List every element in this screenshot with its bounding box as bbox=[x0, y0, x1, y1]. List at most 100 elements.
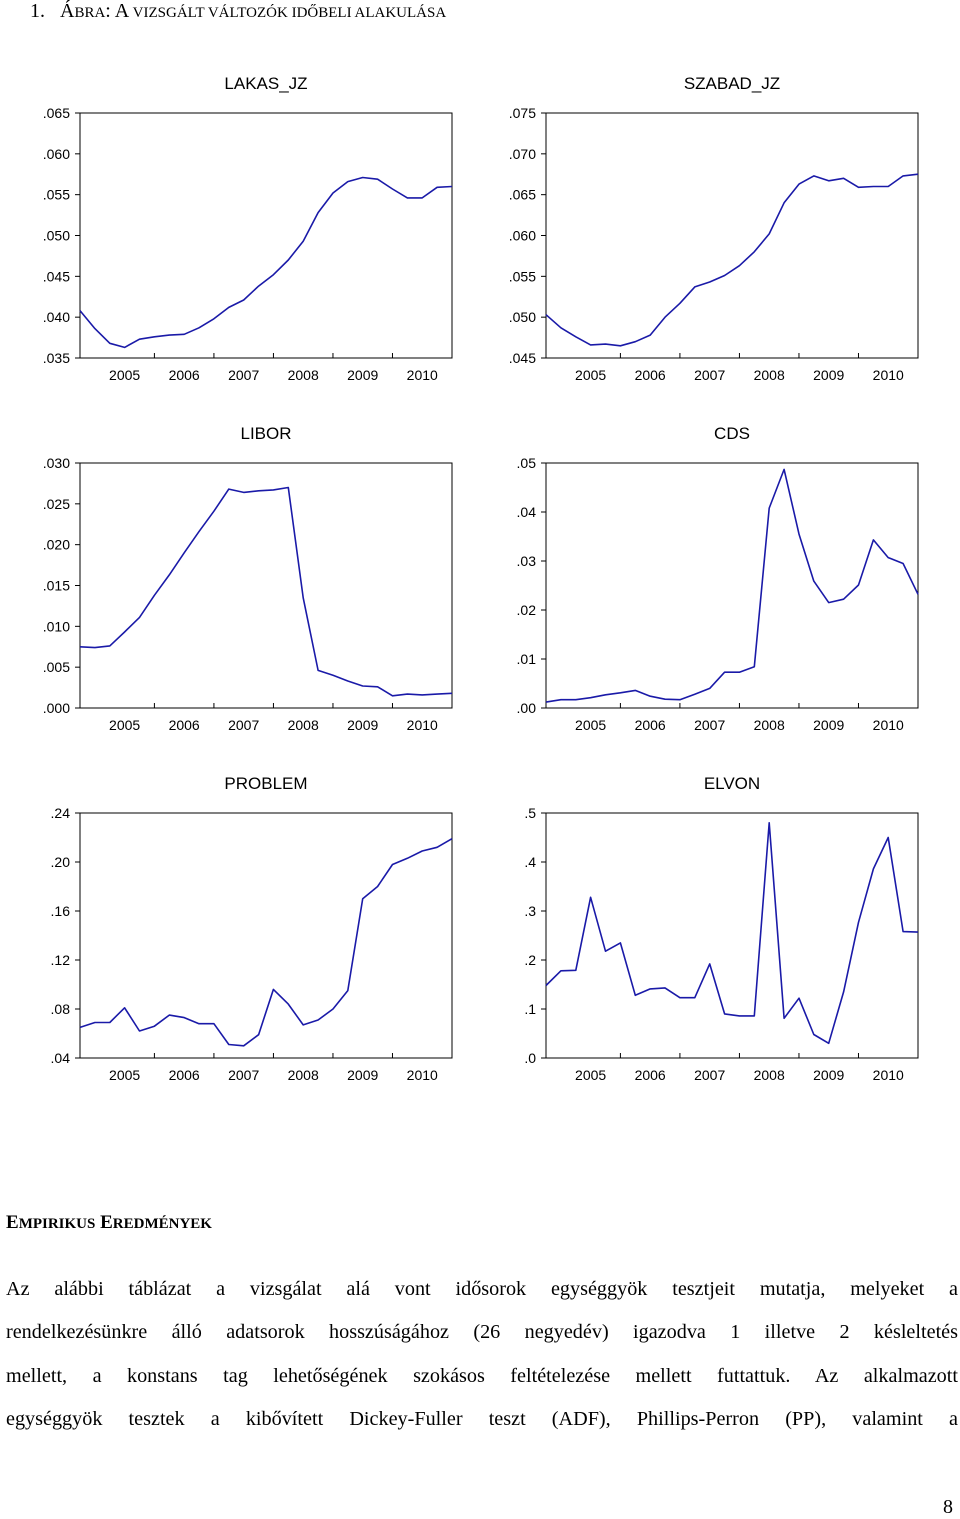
y-tick-label: .065 bbox=[509, 187, 536, 203]
y-tick-label: .010 bbox=[43, 618, 70, 634]
x-tick-label: 2009 bbox=[347, 717, 378, 733]
y-tick-label: .04 bbox=[517, 504, 537, 520]
x-tick-label: 2006 bbox=[169, 367, 200, 383]
x-tick-label: 2009 bbox=[813, 1067, 844, 1083]
section-first-letter-2: E bbox=[100, 1212, 113, 1233]
y-tick-label: .070 bbox=[509, 146, 536, 162]
x-tick-label: 2010 bbox=[873, 717, 904, 733]
y-tick-label: .040 bbox=[43, 309, 70, 325]
chart-title: ELVON bbox=[704, 774, 760, 793]
x-tick-label: 2005 bbox=[575, 1067, 606, 1083]
body-paragraph: Az alábbi táblázat a vizsgálat alá vont … bbox=[6, 1268, 958, 1442]
series-line bbox=[80, 488, 452, 696]
body-line: rendelkezésünkre álló adatsorok hosszúsá… bbox=[6, 1311, 958, 1354]
plot-frame bbox=[80, 113, 452, 358]
x-tick-label: 2008 bbox=[288, 1067, 319, 1083]
y-tick-label: .075 bbox=[509, 105, 536, 121]
series-line bbox=[80, 839, 452, 1046]
y-tick-label: .1 bbox=[524, 1001, 536, 1017]
y-tick-label: .05 bbox=[517, 455, 537, 471]
body-line: Az alábbi táblázat a vizsgálat alá vont … bbox=[6, 1268, 958, 1311]
y-tick-label: .04 bbox=[51, 1050, 71, 1066]
body-line: egységgyök tesztek a kibővített Dickey-F… bbox=[6, 1398, 958, 1441]
y-tick-label: .050 bbox=[43, 228, 70, 244]
chart-grid: LAKAS_JZ.065.060.055.050.045.040.0352005… bbox=[0, 0, 960, 1100]
page-number: 8 bbox=[943, 1496, 953, 1519]
y-tick-label: .00 bbox=[517, 700, 537, 716]
section-rest-2: REDMÉNYEK bbox=[113, 1216, 212, 1232]
y-tick-label: .045 bbox=[509, 350, 536, 366]
x-tick-label: 2006 bbox=[169, 1067, 200, 1083]
x-tick-label: 2007 bbox=[694, 717, 725, 733]
chart-title: SZABAD_JZ bbox=[684, 74, 780, 93]
chart-title: CDS bbox=[714, 424, 750, 443]
y-tick-label: .4 bbox=[524, 854, 536, 870]
y-tick-label: .16 bbox=[51, 903, 71, 919]
y-tick-label: .24 bbox=[51, 805, 71, 821]
series-line bbox=[546, 823, 918, 1044]
y-tick-label: .055 bbox=[43, 187, 70, 203]
y-tick-label: .08 bbox=[51, 1001, 71, 1017]
plot-frame bbox=[546, 113, 918, 358]
x-tick-label: 2005 bbox=[575, 717, 606, 733]
y-tick-label: .045 bbox=[43, 268, 70, 284]
x-tick-label: 2007 bbox=[694, 1067, 725, 1083]
y-tick-label: .03 bbox=[517, 553, 537, 569]
x-tick-label: 2009 bbox=[813, 367, 844, 383]
x-tick-label: 2007 bbox=[694, 367, 725, 383]
y-tick-label: .0 bbox=[524, 1050, 536, 1066]
x-tick-label: 2010 bbox=[873, 367, 904, 383]
x-tick-label: 2006 bbox=[635, 367, 666, 383]
x-tick-label: 2008 bbox=[288, 717, 319, 733]
x-tick-label: 2006 bbox=[169, 717, 200, 733]
y-tick-label: .035 bbox=[43, 350, 70, 366]
section-rest-1: MPIRIKUS bbox=[19, 1216, 96, 1232]
x-tick-label: 2007 bbox=[228, 1067, 259, 1083]
plot-frame bbox=[80, 813, 452, 1058]
y-tick-label: .025 bbox=[43, 496, 70, 512]
series-line bbox=[546, 469, 918, 702]
x-tick-label: 2005 bbox=[575, 367, 606, 383]
section-title: EMPIRIKUS EREDMÉNYEK bbox=[6, 1212, 212, 1234]
y-tick-label: .060 bbox=[509, 228, 536, 244]
chart-title: LIBOR bbox=[240, 424, 291, 443]
chart-panel-elvon: ELVON .5 .4 .3 .2 .1 .0 2005 2006 2007 2008 2009 201… bbox=[524, 774, 918, 1083]
x-tick-label: 2005 bbox=[109, 1067, 140, 1083]
series-line bbox=[546, 174, 918, 346]
y-tick-label: .015 bbox=[43, 578, 70, 594]
chart-title: PROBLEM bbox=[224, 774, 307, 793]
x-tick-label: 2007 bbox=[228, 367, 259, 383]
series-line bbox=[80, 178, 452, 348]
y-tick-label: .01 bbox=[517, 651, 537, 667]
y-tick-label: .5 bbox=[524, 805, 536, 821]
x-tick-label: 2009 bbox=[813, 717, 844, 733]
plot-frame bbox=[546, 463, 918, 708]
y-tick-label: .030 bbox=[43, 455, 70, 471]
plot-frame bbox=[80, 463, 452, 708]
y-tick-label: .005 bbox=[43, 659, 70, 675]
x-tick-label: 2008 bbox=[754, 1067, 785, 1083]
y-tick-label: .02 bbox=[517, 602, 537, 618]
x-tick-label: 2005 bbox=[109, 367, 140, 383]
x-tick-label: 2010 bbox=[873, 1067, 904, 1083]
x-tick-label: 2005 bbox=[109, 717, 140, 733]
x-tick-label: 2008 bbox=[754, 717, 785, 733]
y-tick-label: .12 bbox=[51, 952, 71, 968]
x-tick-label: 2009 bbox=[347, 1067, 378, 1083]
x-tick-label: 2008 bbox=[288, 367, 319, 383]
y-tick-label: .2 bbox=[524, 952, 536, 968]
x-tick-label: 2009 bbox=[347, 367, 378, 383]
y-tick-label: .055 bbox=[509, 268, 536, 284]
y-tick-label: .060 bbox=[43, 146, 70, 162]
y-tick-label: .3 bbox=[524, 903, 536, 919]
x-tick-label: 2008 bbox=[754, 367, 785, 383]
y-tick-label: .050 bbox=[509, 309, 536, 325]
x-tick-label: 2010 bbox=[407, 1067, 438, 1083]
x-tick-label: 2010 bbox=[407, 717, 438, 733]
x-tick-label: 2006 bbox=[635, 1067, 666, 1083]
chart-panel-lakas_jz: LAKAS_JZ.065.060.055.050.045.040.0352005… bbox=[43, 74, 452, 383]
y-tick-label: .020 bbox=[43, 537, 70, 553]
